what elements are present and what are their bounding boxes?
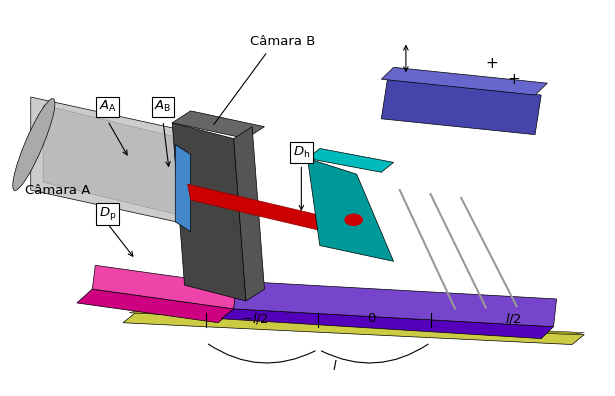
Polygon shape xyxy=(31,97,221,232)
Polygon shape xyxy=(234,127,264,301)
Text: $l/2$: $l/2$ xyxy=(505,311,522,326)
Text: +: + xyxy=(486,56,498,71)
Polygon shape xyxy=(129,311,584,335)
Text: $0$: $0$ xyxy=(367,312,377,325)
Polygon shape xyxy=(172,123,246,301)
Polygon shape xyxy=(381,67,547,95)
Text: Câmara B: Câmara B xyxy=(250,35,315,48)
Polygon shape xyxy=(234,281,557,327)
Text: Câmara A: Câmara A xyxy=(25,184,90,196)
Polygon shape xyxy=(123,313,584,345)
Polygon shape xyxy=(308,158,394,261)
Text: $D_\mathrm{p}$: $D_\mathrm{p}$ xyxy=(99,206,116,222)
Text: $-l/2$: $-l/2$ xyxy=(241,311,269,326)
Polygon shape xyxy=(221,309,554,339)
Polygon shape xyxy=(77,289,234,323)
Polygon shape xyxy=(43,105,215,224)
Polygon shape xyxy=(92,265,237,309)
Polygon shape xyxy=(308,148,394,172)
Polygon shape xyxy=(175,145,191,232)
Text: $l$: $l$ xyxy=(332,359,338,373)
Circle shape xyxy=(345,214,362,225)
Polygon shape xyxy=(381,79,541,135)
Text: $D_\mathrm{h}$: $D_\mathrm{h}$ xyxy=(293,145,310,160)
Polygon shape xyxy=(172,111,264,139)
Text: $A_\mathrm{A}$: $A_\mathrm{A}$ xyxy=(98,99,117,114)
Ellipse shape xyxy=(13,99,55,190)
Polygon shape xyxy=(188,184,351,238)
Text: +: + xyxy=(507,72,520,87)
Text: $A_\mathrm{B}$: $A_\mathrm{B}$ xyxy=(154,99,172,114)
